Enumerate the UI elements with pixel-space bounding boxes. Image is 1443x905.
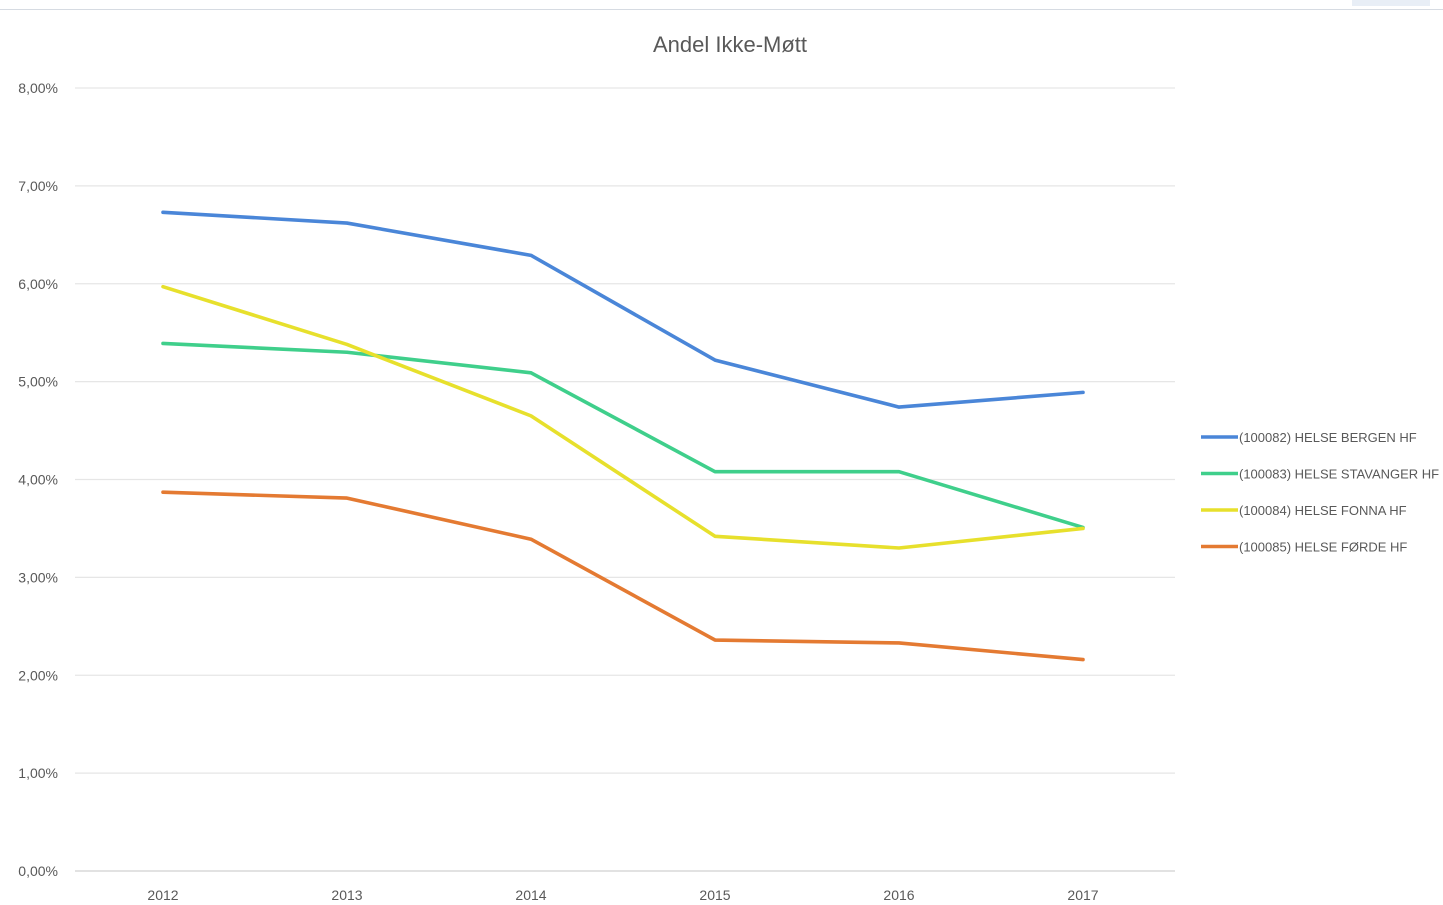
data-point [161, 285, 165, 289]
data-point [345, 350, 349, 354]
y-tick-label: 0,00% [18, 863, 58, 879]
data-point [345, 221, 349, 225]
data-point [713, 638, 717, 642]
y-tick-label: 6,00% [18, 276, 58, 292]
data-point [161, 490, 165, 494]
x-tick-label: 2017 [1067, 887, 1098, 903]
x-tick-label: 2016 [883, 887, 914, 903]
data-point [713, 534, 717, 538]
data-point [345, 496, 349, 500]
data-point [1081, 526, 1085, 530]
data-point [713, 470, 717, 474]
data-point [1081, 390, 1085, 394]
data-point [529, 371, 533, 375]
data-point [897, 470, 901, 474]
y-tick-label: 7,00% [18, 178, 58, 194]
data-point [529, 253, 533, 257]
data-point [161, 210, 165, 214]
data-point [897, 405, 901, 409]
x-tick-label: 2014 [515, 887, 546, 903]
toolbar-corner [1352, 0, 1430, 6]
series-line-4 [161, 490, 1085, 662]
y-tick-label: 3,00% [18, 569, 58, 585]
x-tick-label: 2013 [331, 887, 362, 903]
legend: (100082) HELSE BERGEN HF (100083) HELSE S… [1201, 430, 1439, 555]
x-tick-label: 2015 [699, 887, 730, 903]
series-lines [161, 210, 1085, 662]
y-axis-tick-labels: 0,00% 1,00% 2,00% 3,00% 4,00% 5,00% 6,00% 7,00%… [18, 80, 58, 879]
data-point [897, 546, 901, 550]
chart-title: Andel Ikke-Møtt [653, 32, 807, 57]
data-point [1081, 658, 1085, 662]
top-divider [0, 9, 1443, 10]
data-point [529, 537, 533, 541]
y-tick-label: 2,00% [18, 667, 58, 683]
legend-label: (100083) HELSE STAVANGER HF [1239, 467, 1439, 482]
x-tick-label: 2012 [147, 887, 178, 903]
data-point [897, 641, 901, 645]
data-point [529, 414, 533, 418]
legend-label: (100082) HELSE BERGEN HF [1239, 430, 1417, 445]
data-point [345, 342, 349, 346]
data-point [161, 341, 165, 345]
legend-label: (100085) HELSE FØRDE HF [1239, 540, 1407, 555]
y-tick-label: 5,00% [18, 374, 58, 390]
series-line-2 [161, 341, 1085, 530]
y-tick-label: 1,00% [18, 765, 58, 781]
data-point [713, 358, 717, 362]
series-line-3 [161, 284, 1085, 550]
x-axis-tick-labels: 2012 2013 2014 2015 2016 2017 [147, 887, 1098, 903]
y-tick-label: 8,00% [18, 80, 58, 96]
series-line-1 [161, 210, 1085, 409]
legend-label: (100084) HELSE FONNA HF [1239, 503, 1407, 518]
y-tick-label: 4,00% [18, 472, 58, 488]
